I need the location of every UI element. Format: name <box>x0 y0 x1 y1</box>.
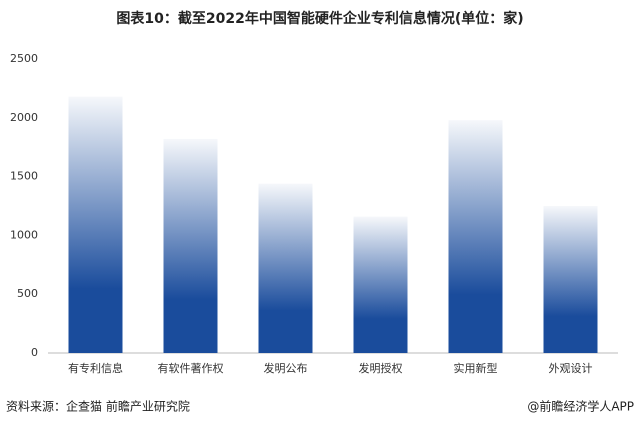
bar <box>353 216 408 353</box>
y-tick-label: 500 <box>17 287 38 300</box>
credit: @前瞻经济学人APP <box>527 399 634 414</box>
y-tick-label: 2500 <box>10 52 38 65</box>
bar <box>68 96 123 353</box>
x-tick-label: 实用新型 <box>454 361 498 375</box>
x-tick-label: 有软件著作权 <box>158 361 224 375</box>
y-tick-label: 1500 <box>10 170 38 183</box>
y-tick-label: 1000 <box>10 228 38 241</box>
bar <box>163 138 218 353</box>
bar <box>543 206 598 353</box>
bar <box>448 120 503 353</box>
y-tick-label: 2000 <box>10 111 38 124</box>
x-tick-label: 外观设计 <box>549 362 593 375</box>
bar <box>258 183 313 353</box>
source-note: 资料来源：企查猫 前瞻产业研究院 <box>6 399 190 414</box>
x-tick-label: 有专利信息 <box>68 361 123 375</box>
chart-title: 图表10：截至2022年中国智能硬件企业专利信息情况(单位：家) <box>116 10 523 27</box>
x-tick-label: 发明公布 <box>264 361 308 375</box>
x-tick-label: 发明授权 <box>359 361 403 375</box>
y-tick-label: 0 <box>31 346 38 359</box>
